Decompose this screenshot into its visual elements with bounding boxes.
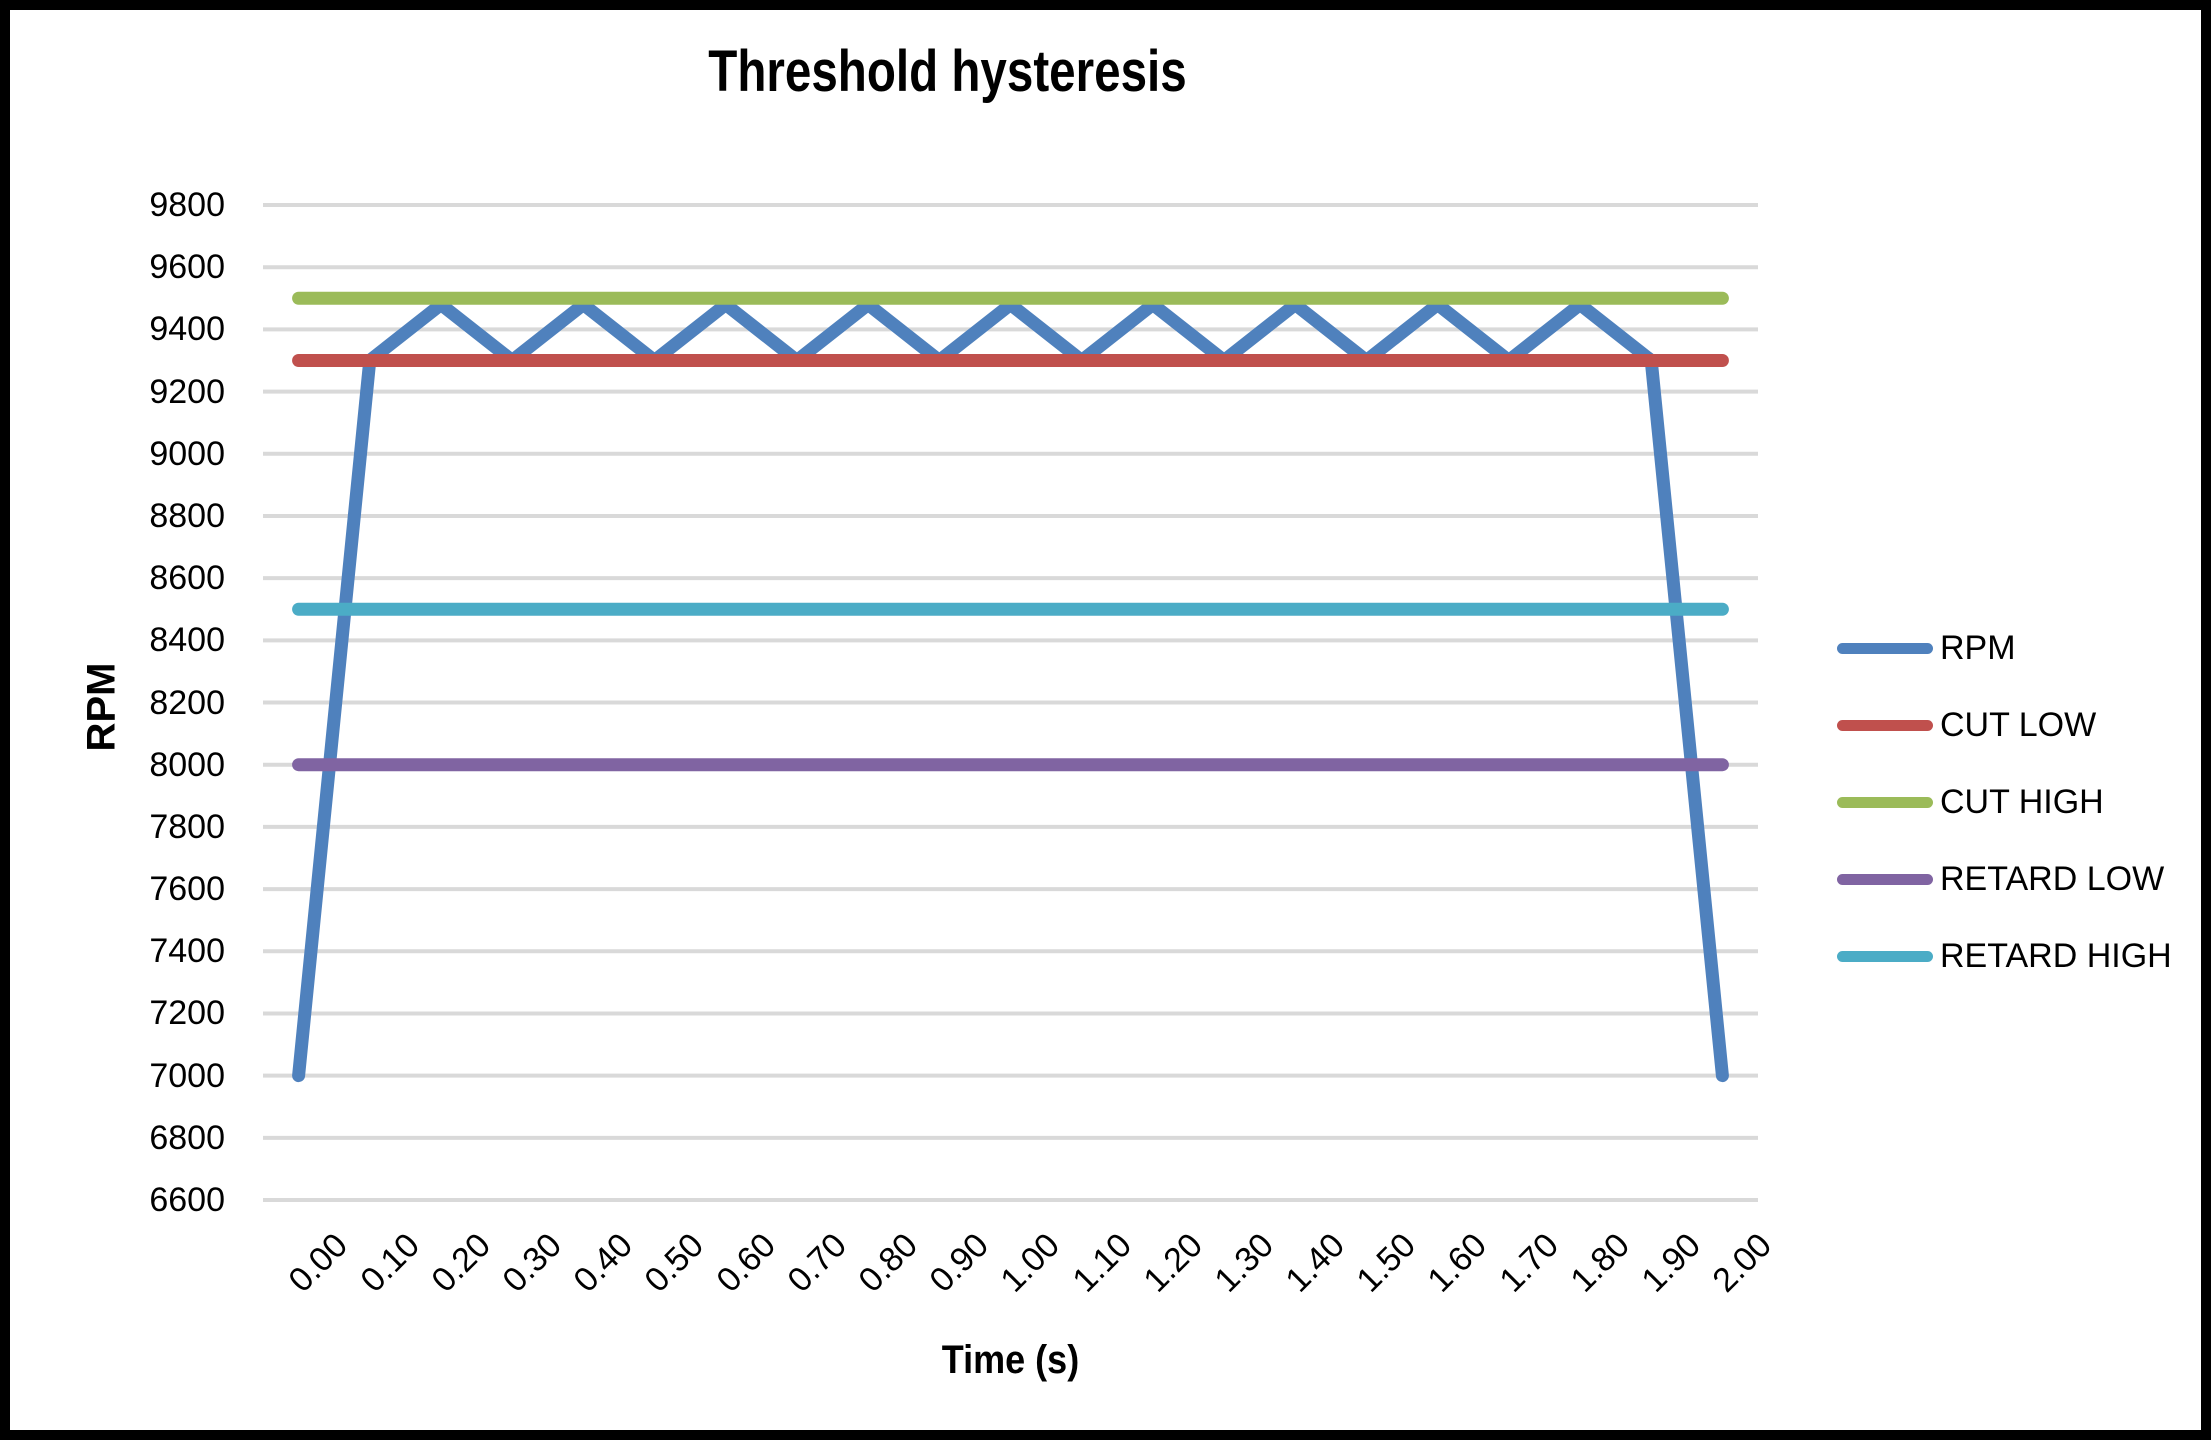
y-tick-label: 7600 — [149, 870, 225, 909]
y-tick-label: 7800 — [149, 807, 225, 846]
y-tick-label: 9000 — [149, 434, 225, 473]
legend-swatch — [1837, 951, 1933, 962]
y-tick-label: 8400 — [149, 621, 225, 660]
y-tick-label: 9200 — [149, 372, 225, 411]
legend-item-rpm: RPM — [1837, 610, 2172, 687]
legend-label: RPM — [1940, 629, 2016, 667]
legend-item-cut-low: CUT LOW — [1837, 687, 2172, 764]
y-tick-label: 8800 — [149, 496, 225, 535]
y-tick-label: 6600 — [149, 1181, 225, 1219]
legend-label: RETARD HIGH — [1940, 937, 2172, 975]
legend-swatch — [1837, 874, 1933, 885]
y-tick-label: 7200 — [149, 994, 225, 1033]
x-axis-title: Time (s) — [941, 1338, 1080, 1382]
legend-swatch — [1837, 643, 1933, 654]
y-tick-label: 8200 — [149, 683, 225, 722]
legend-item-retard-high: RETARD HIGH — [1837, 918, 2172, 995]
series-line-rpm — [292, 298, 1729, 1083]
y-tick-label: 9400 — [149, 310, 225, 349]
legend-swatch — [1837, 720, 1933, 731]
y-tick-label: 8000 — [149, 745, 225, 784]
plot-area — [263, 203, 1758, 1202]
legend-label: RETARD LOW — [1940, 860, 2165, 898]
y-tick-label: 9600 — [149, 248, 225, 287]
y-axis-title: RPM — [79, 662, 124, 752]
y-tick-label: 6800 — [149, 1118, 225, 1157]
legend-swatch — [1837, 797, 1933, 808]
y-tick-label: 7000 — [149, 1056, 225, 1095]
legend-item-retard-low: RETARD LOW — [1837, 841, 2172, 918]
y-tick-label: 8600 — [149, 559, 225, 598]
legend-item-cut-high: CUT HIGH — [1837, 764, 2172, 841]
chart-title: Threshold hysteresis — [708, 39, 1187, 104]
y-tick-label: 7400 — [149, 932, 225, 971]
legend-label: CUT HIGH — [1940, 783, 2104, 821]
legend: RPM CUT LOW CUT HIGH RETARD LOW RETARD HIGH — [1837, 610, 2172, 995]
y-tick-label: 9800 — [149, 186, 225, 224]
legend-label: CUT LOW — [1940, 706, 2097, 744]
